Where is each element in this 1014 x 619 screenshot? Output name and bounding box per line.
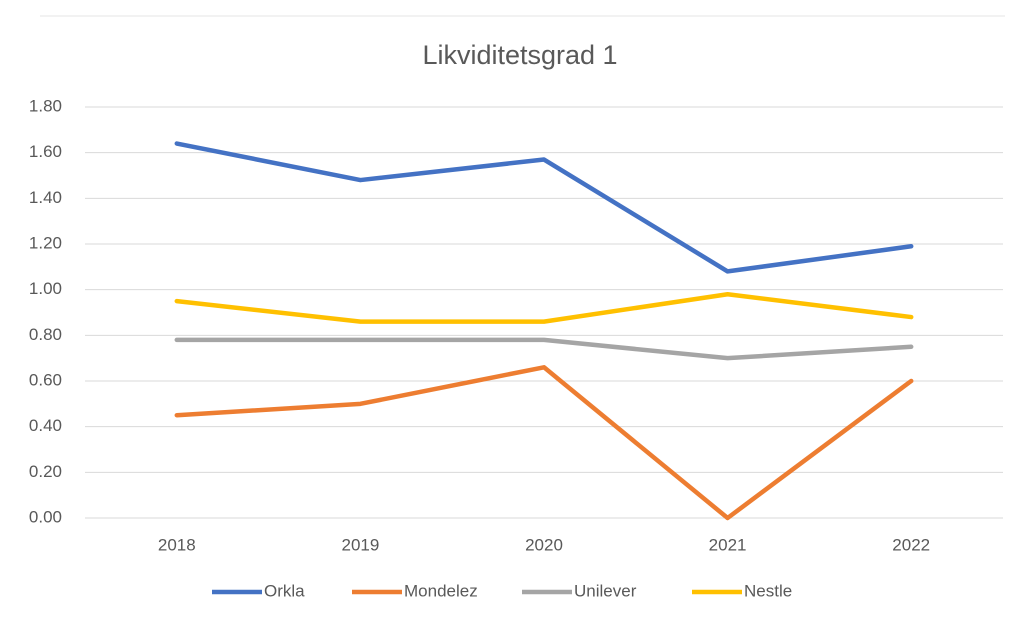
legend-label: Unilever: [574, 581, 637, 600]
x-tick-label: 2020: [525, 535, 563, 554]
chart-title: Likviditetsgrad 1: [422, 40, 617, 70]
legend-label: Mondelez: [404, 581, 478, 600]
y-tick-label: 1.60: [29, 142, 62, 161]
x-tick-label: 2022: [892, 535, 930, 554]
y-tick-label: 0.00: [29, 507, 62, 526]
legend-label: Orkla: [264, 581, 305, 600]
y-tick-label: 1.80: [29, 96, 62, 115]
y-tick-label: 0.20: [29, 462, 62, 481]
series-line: [174, 291, 914, 324]
x-tick-label: 2021: [709, 535, 747, 554]
y-tick-label: 1.00: [29, 279, 62, 298]
y-tick-label: 1.20: [29, 233, 62, 252]
y-tick-label: 0.60: [29, 370, 62, 389]
legend-label: Nestle: [744, 581, 792, 600]
series-line: [174, 337, 914, 361]
series-line: [174, 141, 914, 274]
y-tick-label: 0.40: [29, 416, 62, 435]
series-line: [174, 365, 914, 521]
x-tick-label: 2019: [341, 535, 379, 554]
y-tick-label: 0.80: [29, 325, 62, 344]
y-tick-label: 1.40: [29, 188, 62, 207]
x-tick-label: 2018: [158, 535, 196, 554]
